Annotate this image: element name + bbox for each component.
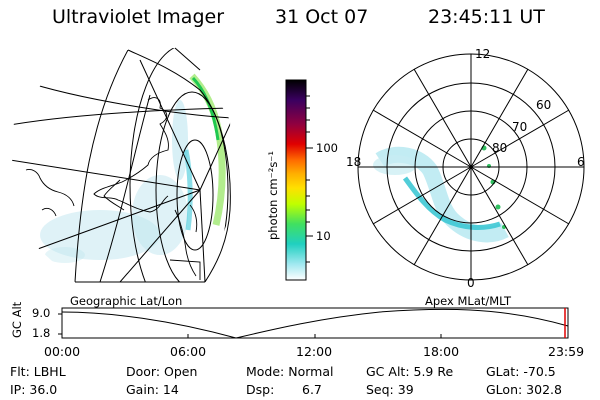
time-tick-1800: 18:00 bbox=[423, 344, 460, 359]
polar-plot bbox=[357, 53, 585, 281]
dsp-value: 6.7 bbox=[302, 382, 322, 397]
limb-outline bbox=[127, 49, 231, 283]
altitude-tick-1-8: 1.8 bbox=[32, 326, 51, 340]
lat-label-60: 60 bbox=[536, 98, 552, 112]
glat-status: GLat: -70.5 bbox=[486, 364, 556, 379]
gc-alt-status: GC Alt: 5.9 Re bbox=[366, 364, 454, 379]
aurora-speckle-left bbox=[40, 100, 188, 263]
door-status: Door: Open bbox=[126, 364, 198, 379]
date-label: 31 Oct 07 bbox=[275, 6, 369, 28]
colorbar bbox=[285, 79, 313, 281]
apex-projection-label: Apex MLat/MLT bbox=[425, 294, 512, 308]
mlt-label-6: 6 bbox=[577, 155, 585, 169]
dsp-label: Dsp: bbox=[246, 382, 275, 397]
instrument-title: Ultraviolet Imager bbox=[52, 6, 225, 28]
aurora-oval bbox=[375, 146, 509, 243]
filter-status: Flt: LBHL bbox=[10, 364, 66, 379]
lat-label-80: 80 bbox=[492, 141, 508, 155]
lat-label-70: 70 bbox=[512, 120, 528, 134]
time-tick-2359: 23:59 bbox=[548, 344, 585, 359]
mlt-label-18: 18 bbox=[346, 155, 362, 169]
ip-status: IP: 36.0 bbox=[10, 382, 58, 397]
time-tick-1200: 12:00 bbox=[296, 344, 333, 359]
time-label: 23:45:11 UT bbox=[428, 6, 545, 28]
graticule bbox=[10, 48, 232, 282]
geographic-map bbox=[10, 48, 232, 282]
mlt-label-0: 0 bbox=[467, 276, 475, 290]
altitude-plot bbox=[58, 307, 569, 339]
altitude-curve bbox=[61, 308, 569, 339]
seq-status: Seq: 39 bbox=[366, 382, 414, 397]
colorbar-unit-label: photon cm⁻²s⁻¹ bbox=[266, 151, 280, 240]
mlt-label-12: 12 bbox=[475, 47, 491, 61]
time-tick-0600: 06:00 bbox=[170, 344, 207, 359]
coastlines bbox=[25, 97, 201, 280]
gain-status: Gain: 14 bbox=[126, 382, 179, 397]
time-tick-0000: 00:00 bbox=[44, 344, 81, 359]
mode-status: Mode: Normal bbox=[246, 364, 334, 379]
colorbar-tick-10: 10 bbox=[316, 229, 331, 243]
glon-status: GLon: 302.8 bbox=[486, 382, 562, 397]
altitude-axis-label: GC Alt bbox=[10, 301, 24, 338]
colorbar-tick-100: 100 bbox=[316, 141, 338, 155]
altitude-tick-9: 9.0 bbox=[32, 306, 51, 320]
geographic-projection-label: Geographic Lat/Lon bbox=[70, 294, 183, 308]
